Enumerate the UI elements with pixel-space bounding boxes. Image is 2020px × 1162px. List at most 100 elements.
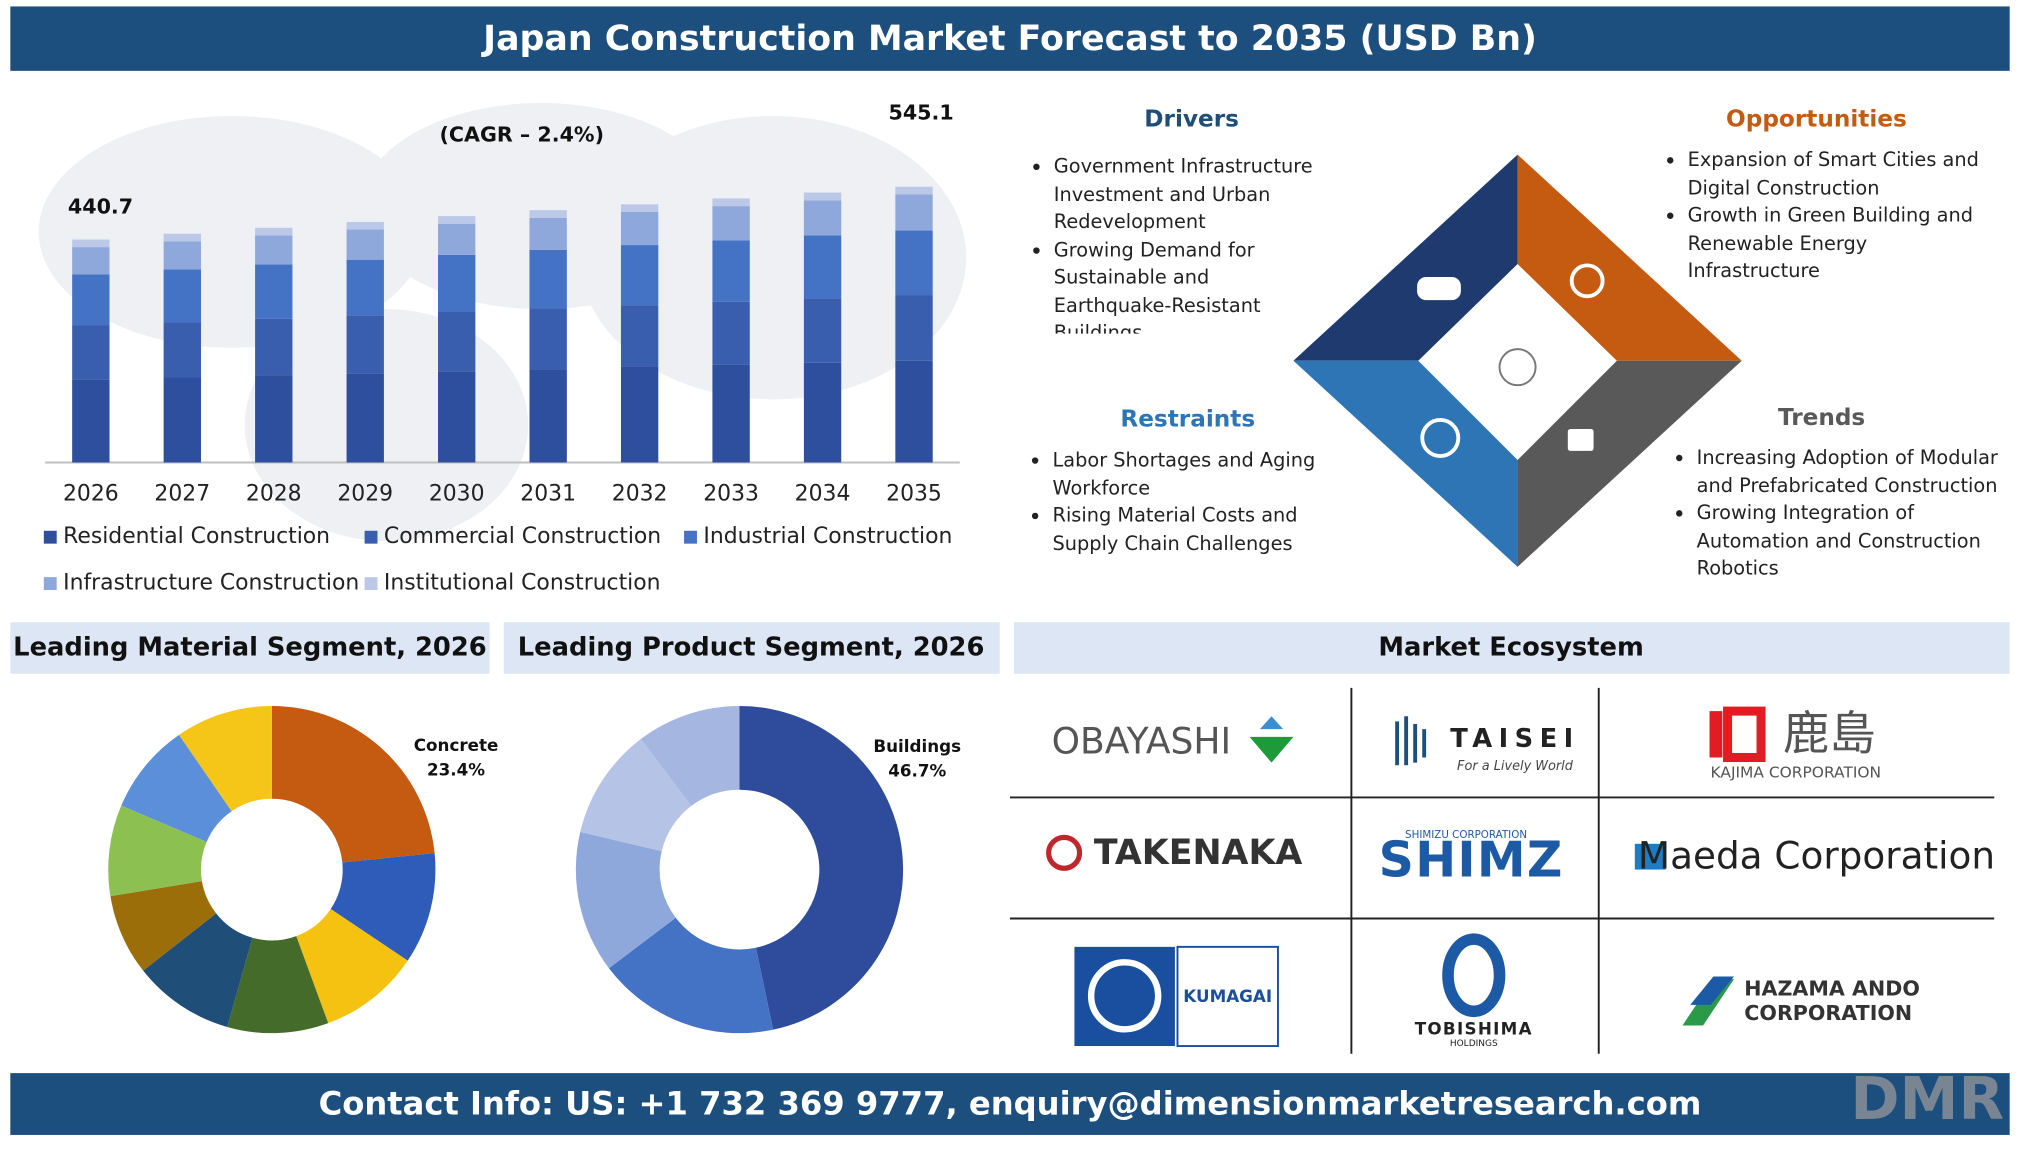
- logo-mark: [1087, 959, 1162, 1033]
- x-tick-label: 2029: [337, 482, 393, 507]
- company-logo: SHIMZ: [1379, 832, 1564, 889]
- bar-segment: [712, 198, 750, 207]
- cagr-annotation: (CAGR – 2.4%): [439, 122, 604, 146]
- drivers-item: Government Infrastructure Investment and…: [1054, 153, 1327, 236]
- legend-label: Infrastructure Construction: [63, 571, 359, 596]
- company-logo: TAISEI: [1450, 724, 1579, 754]
- legend-swatch: [364, 530, 378, 544]
- bar-segment: [803, 362, 842, 463]
- drivers-icon: [1417, 276, 1461, 301]
- bar-segment: [803, 200, 842, 236]
- section-header: [1013, 622, 2010, 674]
- logo-mark: [1709, 711, 1723, 758]
- total-label: 545.1: [889, 100, 954, 124]
- bar-segment: [163, 233, 201, 242]
- logo-mark: [1395, 716, 1427, 766]
- bar-segment: [620, 366, 659, 463]
- bar-segment: [803, 298, 842, 363]
- quadrant-list-box: Expansion of Smart Cities and Digital Co…: [1664, 147, 1986, 302]
- opportunities-icon: [1569, 263, 1605, 299]
- bar-segment: [72, 274, 110, 326]
- opportunities-list: Expansion of Smart Cities and Digital Co…: [1664, 147, 1986, 285]
- bar-segment: [438, 254, 476, 312]
- donut-slice: [179, 705, 272, 812]
- trends-item: Growing Integration of Automation and Co…: [1697, 500, 2011, 583]
- quadrant-list-box: Increasing Adoption of Modular and Prefa…: [1673, 444, 2011, 599]
- quadrant-title: Restraints: [1120, 405, 1255, 432]
- header-bar: [10, 6, 2010, 71]
- drivers-list: Government Infrastructure Investment and…: [1031, 153, 1327, 334]
- bar-segment: [72, 239, 110, 248]
- donut-slice: [608, 917, 774, 1034]
- logo-mark: [1690, 976, 1734, 1005]
- quadrant-title: Trends: [1778, 404, 1865, 431]
- donut-slice: [271, 705, 435, 863]
- material-donut: [108, 705, 436, 1034]
- x-tick-label: 2027: [154, 482, 210, 507]
- donut-slice: [296, 909, 408, 1024]
- bar-segment: [895, 295, 933, 361]
- bar-segment: [346, 373, 384, 463]
- donut-slice: [580, 739, 692, 852]
- bar-segment: [620, 211, 659, 246]
- bar-segment: [72, 325, 110, 380]
- opportunities-quadrant: [1517, 154, 1742, 361]
- bar-segment: [438, 311, 476, 372]
- slice-value-label: 46.7%: [888, 761, 946, 781]
- bar-segment: [712, 240, 750, 302]
- product-donut: [575, 705, 904, 1034]
- donut-slice: [640, 705, 740, 806]
- bar-segment: [163, 269, 201, 323]
- company-sub: SHIMIZU CORPORATION: [1405, 829, 1527, 841]
- legend-label: Industrial Construction: [703, 524, 952, 549]
- drivers-item: Growing Demand for Sustainable and Earth…: [1054, 236, 1327, 334]
- bar-segment: [255, 375, 293, 463]
- legend-swatch: [364, 577, 378, 591]
- logo-mark: [1176, 945, 1279, 1048]
- company-tagline: For a Lively World: [1457, 759, 1574, 774]
- footer-logo: DMR: [1850, 1064, 2004, 1133]
- bar-segment: [803, 235, 842, 299]
- x-tick-label: 2028: [246, 482, 302, 507]
- bar-segment: [529, 217, 567, 250]
- logo-mark: [1259, 716, 1284, 730]
- bar-segment: [895, 186, 933, 195]
- bar-segment: [163, 322, 201, 378]
- logo-mark: [1723, 706, 1766, 762]
- legend-label: Institutional Construction: [384, 571, 661, 596]
- donut-slice: [121, 734, 232, 842]
- footer-bar: [10, 1073, 2010, 1135]
- donut-slice: [739, 705, 904, 1030]
- quadrant-list-box: Government Infrastructure Investment and…: [1031, 153, 1327, 333]
- slice-label: Buildings: [873, 736, 961, 756]
- x-tick-label: 2030: [429, 482, 485, 507]
- total-label: 440.7: [68, 194, 133, 218]
- donut-slice: [330, 853, 436, 961]
- restraints-quadrant: [1293, 360, 1518, 567]
- company-logo: Maeda Corporation: [1638, 833, 1995, 877]
- company-logo: OBAYASHI: [1052, 720, 1232, 762]
- logo-mark: [1046, 834, 1083, 871]
- legend: Residential Construction Commercial Const…: [43, 524, 952, 596]
- quadrant-title: Opportunities: [1726, 105, 1907, 132]
- bar-segment: [529, 249, 567, 309]
- trends-list: Increasing Adoption of Modular and Prefa…: [1673, 444, 2011, 582]
- bar-segment: [163, 377, 201, 463]
- bar-segment: [163, 241, 201, 270]
- donut-slice: [108, 805, 207, 897]
- x-tick-label: 2026: [63, 482, 119, 507]
- company-logo: TOBISHIMA: [1415, 1018, 1533, 1038]
- bar-segment: [346, 259, 384, 316]
- company-sub: KAJIMA CORPORATION: [1711, 763, 1882, 781]
- diamond: [1293, 154, 1742, 567]
- legend-label: Commercial Construction: [384, 524, 661, 549]
- header-title: Japan Construction Market Forecast to 20…: [481, 19, 1537, 59]
- trends-quadrant: [1517, 360, 1742, 567]
- center-icon: [1498, 348, 1537, 387]
- section-title: Leading Product Segment, 2026: [518, 632, 985, 662]
- donut-slice: [575, 831, 676, 969]
- slice-value-label: 23.4%: [427, 759, 485, 779]
- center: [1418, 264, 1617, 460]
